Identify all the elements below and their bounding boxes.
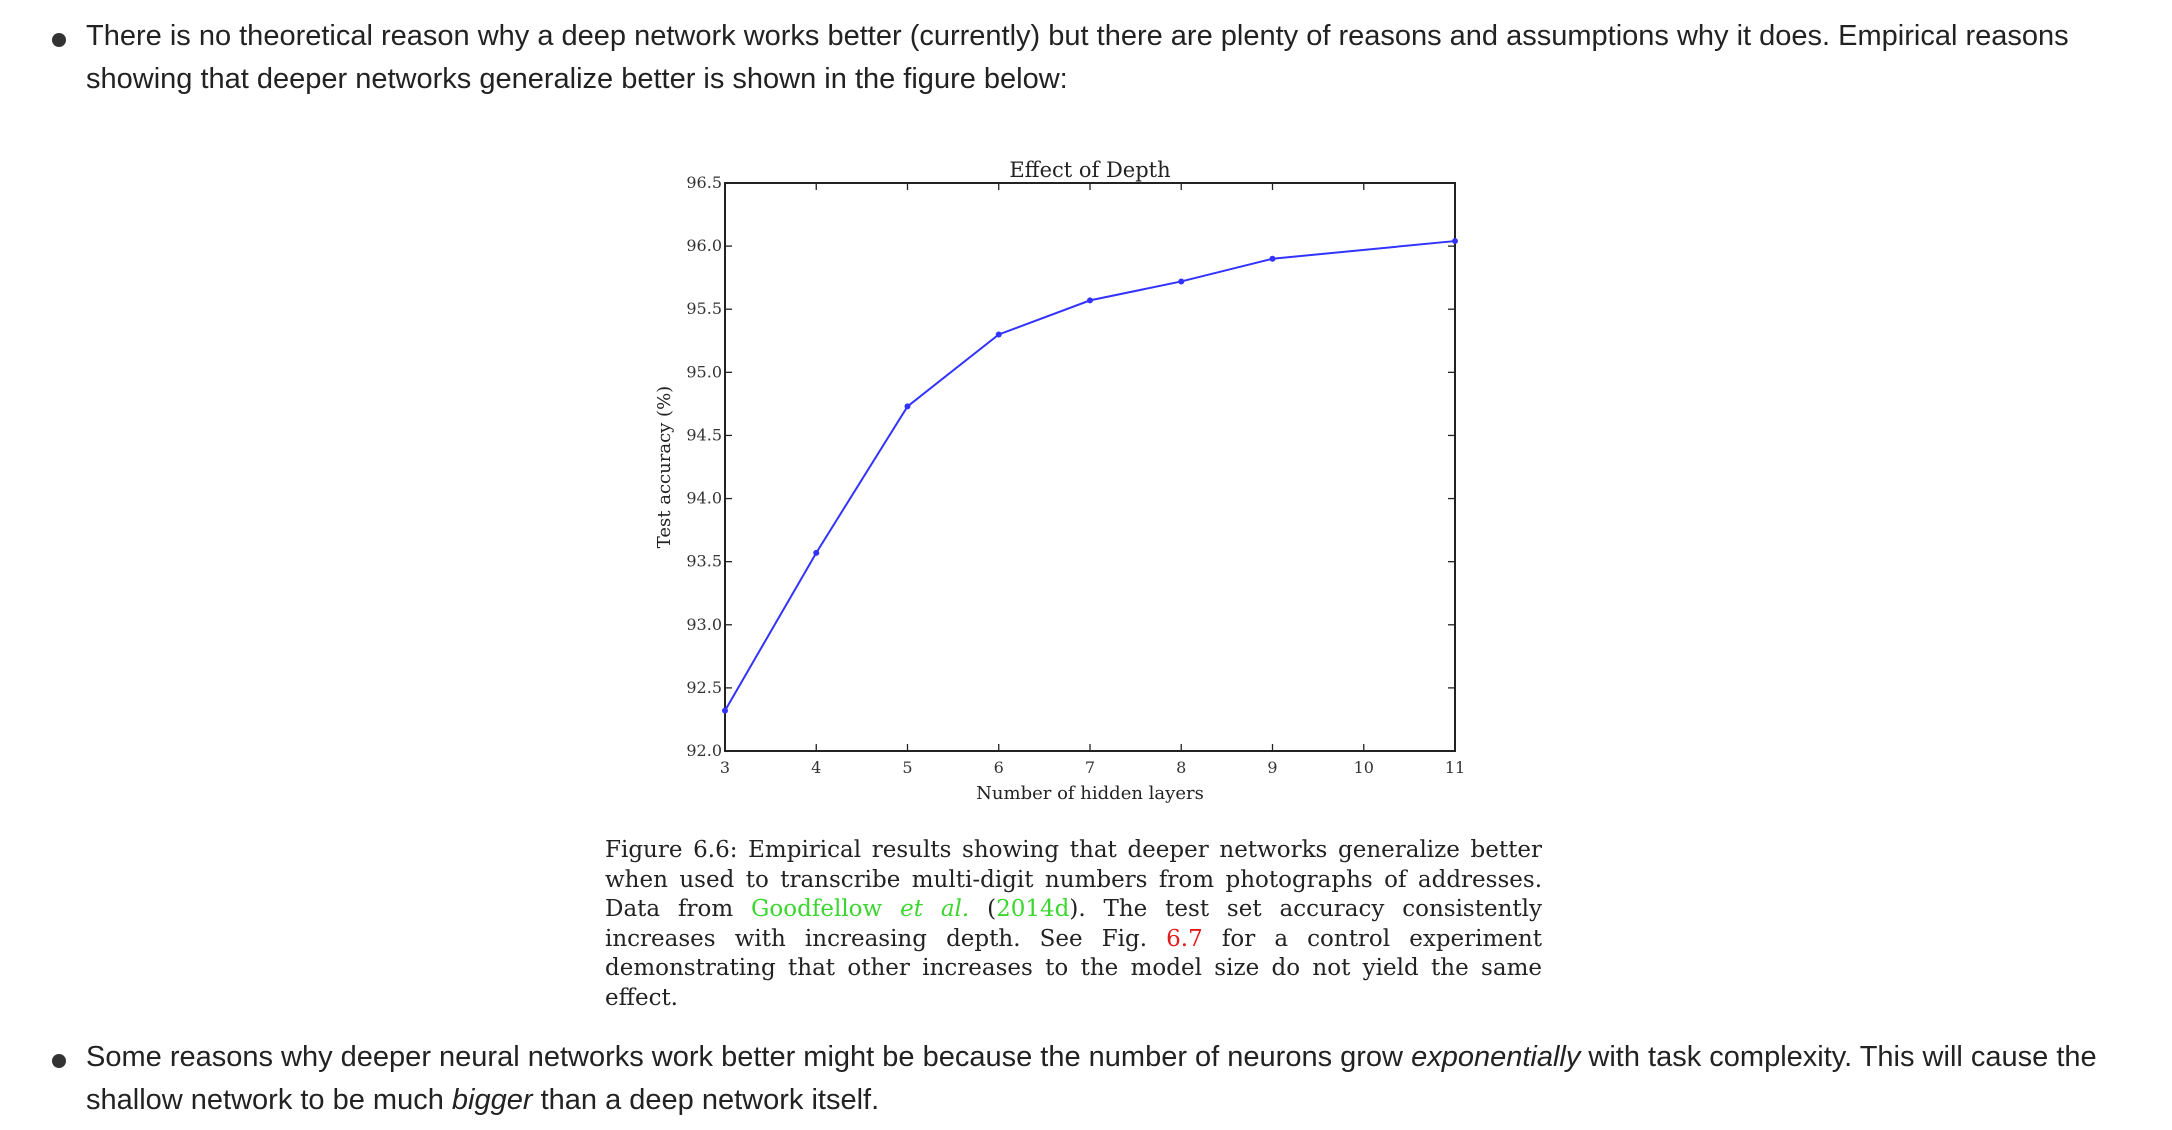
paragraph-reasons-text-3: than a deep network itself.	[532, 1084, 880, 1116]
caption-text-3: ). The test set accuracy consistently in…	[605, 896, 1542, 952]
figure-caption: Figure 6.6: Empirical results showing th…	[605, 836, 1542, 1013]
y-tick-label: 92.5	[686, 678, 722, 697]
citation-link-etal[interactable]: et al.	[900, 896, 970, 922]
y-tick-label: 95.5	[686, 299, 722, 318]
x-tick-label: 10	[1354, 758, 1374, 777]
caption-text-4: for a control experiment demonstrating t…	[605, 925, 1542, 1011]
data-point	[813, 549, 820, 556]
bullet-marker	[52, 1054, 66, 1068]
paragraph-intro-text: There is no theoretical reason why a dee…	[86, 20, 2069, 95]
y-tick-label: 92.0	[686, 741, 722, 760]
x-tick-label: 4	[811, 758, 821, 777]
x-tick-label: 8	[1176, 758, 1186, 777]
data-point	[722, 707, 728, 714]
chart-title: Effect of Depth	[1009, 158, 1170, 182]
x-axis-label: Number of hidden layers	[976, 783, 1204, 804]
y-tick-label: 94.5	[686, 425, 722, 444]
caption-text-1: Figure 6.6: Empirical results showing th…	[605, 837, 1542, 922]
paragraph-reasons: Some reasons why deeper neural networks …	[86, 1036, 2146, 1122]
data-point	[995, 331, 1002, 338]
emphasis-exponentially: exponentially	[1411, 1041, 1581, 1073]
x-tick-label: 9	[1267, 758, 1277, 777]
x-tick-label: 5	[902, 758, 912, 777]
x-tick-label: 6	[994, 758, 1004, 777]
y-tick-label: 96.5	[686, 173, 722, 192]
line-chart: 3 4 5 6 7 8 9 10 11 92.0 92.5 93.0 93.5 94.0 94.5 95.0 9…	[654, 158, 1465, 804]
data-point	[1269, 255, 1276, 262]
y-tick-label: 95.0	[686, 362, 722, 381]
y-tick-label: 93.5	[686, 552, 722, 571]
caption-text-2: (	[969, 896, 997, 922]
x-tick-label: 7	[1085, 758, 1095, 777]
y-tick-label: 96.0	[686, 236, 722, 255]
figure-reference-link[interactable]: 6.7	[1166, 925, 1203, 952]
plot-frame	[724, 182, 1456, 752]
emphasis-bigger: bigger	[451, 1084, 533, 1116]
x-tick-label: 11	[1445, 758, 1465, 777]
data-point	[904, 403, 911, 410]
data-point	[1178, 278, 1185, 285]
x-tick-label: 3	[720, 758, 730, 777]
paragraph-reasons-text-1: Some reasons why deeper neural networks …	[86, 1041, 1412, 1073]
citation-link-author[interactable]: Goodfellow	[751, 896, 901, 922]
paragraph-reasons-text-2: with task complexity. This will cause th…	[86, 1041, 2097, 1116]
series-line	[724, 240, 1456, 712]
y-axis-label: Test accuracy (%)	[654, 386, 675, 548]
data-point	[1087, 297, 1093, 304]
bullet-marker	[52, 33, 66, 47]
data-point	[1452, 238, 1458, 245]
y-tick-label: 94.0	[686, 489, 722, 508]
y-tick-label: 93.0	[686, 615, 722, 634]
citation-link-year[interactable]: 2014d	[996, 896, 1070, 922]
paragraph-intro: There is no theoretical reason why a dee…	[86, 15, 2146, 101]
